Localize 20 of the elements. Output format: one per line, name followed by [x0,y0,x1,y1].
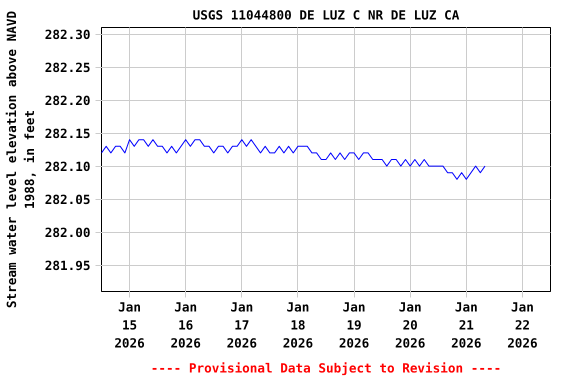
y-tick-label: 282.10 [44,159,90,174]
y-tick-label: 282.30 [44,27,90,42]
chart-title: USGS 11044800 DE LUZ C NR DE LUZ CA [192,8,460,22]
y-tick-label: 282.25 [44,60,90,76]
y-tick-label: 281.95 [44,258,90,274]
y-tick-label: 282.20 [44,93,90,108]
y-axis-title: Stream water level elevation above NAVD 1988, in feet [4,10,37,308]
x-tick-label: Jan 19 2026 [338,300,370,350]
text: ---- Provisional Data Subject to Revision ---- [150,360,502,376]
x-tick-label: Jan 15 2026 [114,300,145,350]
x-tick-label: Jan 18 2026 [282,300,314,350]
y-tick-label: 282.05 [44,192,90,208]
y-tick-label: 282.00 [44,225,90,240]
x-tick-label: Jan 21 2026 [451,300,482,350]
line-series [102,139,486,180]
x-tick-label: Jan 17 2026 [226,300,258,350]
y-tick-label: 282.15 [44,126,90,142]
x-tick-label: Jan 22 2026 [507,300,538,350]
x-tick-label: Jan 20 2026 [394,300,426,350]
x-tick-label: Jan 16 2026 [170,300,201,350]
